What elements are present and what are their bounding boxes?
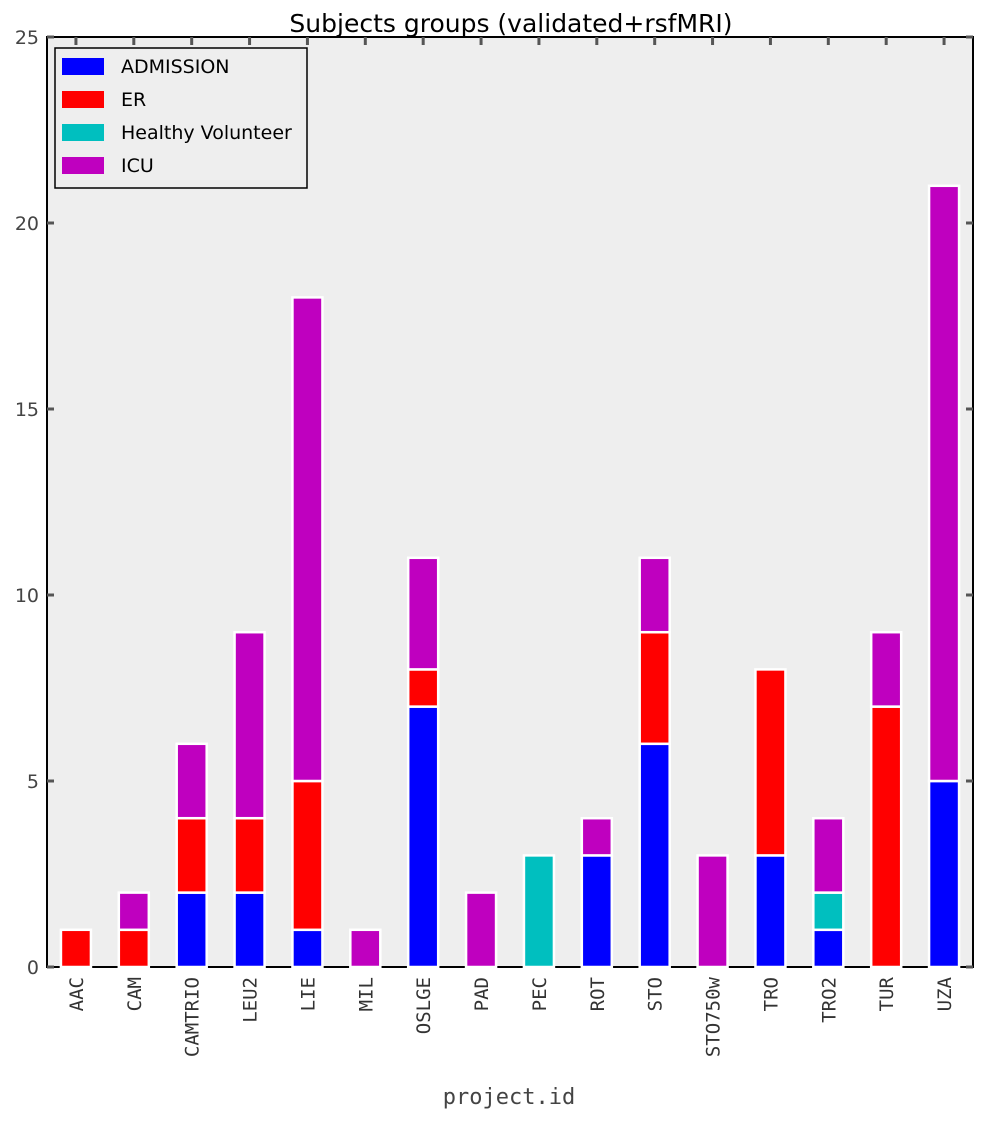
bar-segment: [638, 556, 671, 634]
legend-label: ICU: [121, 155, 154, 177]
chart-title: Subjects groups (validated+rsfMRI): [289, 9, 732, 38]
x-tick-label: STO: [645, 977, 667, 1011]
bar-segment: [406, 705, 440, 969]
legend-swatch: [62, 124, 104, 141]
legend-label: ER: [121, 89, 146, 111]
bar-segment: [117, 928, 151, 969]
y-tick-label: 5: [27, 771, 39, 793]
bar-segment: [233, 630, 266, 820]
bar-segment: [291, 779, 324, 932]
bar-segment: [812, 928, 845, 969]
y-tick-label: 25: [15, 27, 39, 49]
bar-segment: [580, 854, 614, 969]
x-tick-label: OSLGE: [413, 977, 435, 1034]
y-tick-label: 20: [15, 213, 39, 235]
bar-segment: [696, 854, 729, 969]
bar-segment: [812, 891, 845, 932]
bar-segment: [464, 891, 498, 969]
bar-segment: [754, 854, 787, 969]
bar-segment: [349, 928, 382, 969]
bar-segment: [406, 556, 440, 671]
x-tick-label: MIL: [355, 977, 377, 1011]
y-tick-label: 10: [15, 585, 39, 607]
x-tick-label: PEC: [529, 977, 551, 1011]
x-tick-label: CAM: [124, 977, 146, 1011]
bar-segment: [59, 928, 93, 969]
bar-segment: [233, 816, 266, 894]
bar-segment: [580, 816, 614, 857]
bar-segment: [812, 816, 845, 894]
bar-segment: [291, 928, 324, 969]
x-tick-label: LIE: [297, 977, 319, 1011]
bar-segment: [638, 742, 671, 969]
legend-swatch: [62, 58, 104, 75]
x-tick-label: AAC: [66, 977, 88, 1011]
bar-segment: [927, 184, 961, 783]
x-tick-label: UZA: [934, 976, 956, 1011]
bar-segment: [233, 891, 266, 969]
bar-segment: [406, 668, 440, 708]
y-tick-label: 0: [27, 957, 39, 979]
x-tick-label: STO750w: [703, 976, 725, 1057]
bar-segment: [175, 891, 208, 969]
bar-segment: [869, 630, 903, 708]
bar-segment: [522, 854, 556, 969]
x-tick-label: TUR: [876, 976, 898, 1011]
x-tick-label: LEU2: [240, 977, 262, 1023]
bar-segment: [175, 742, 208, 820]
x-tick-label: ROT: [587, 977, 609, 1011]
y-tick-label: 15: [15, 399, 39, 421]
bar-segment: [754, 668, 787, 857]
bar-segment: [638, 630, 671, 746]
x-tick-label: CAMTRIO: [182, 977, 204, 1057]
bar-segment: [869, 705, 903, 969]
bar-segment: [117, 891, 151, 932]
x-tick-label: PAD: [471, 977, 493, 1011]
legend-swatch: [62, 91, 104, 108]
x-axis-label: project.id: [443, 1085, 575, 1110]
legend-label: Healthy Volunteer: [121, 122, 292, 144]
x-axis: AAC CAM CAMTRIO LEU2 LIE MIL OSLGE PAD PEC ROT STO…: [66, 37, 956, 1057]
bar-segment: [927, 779, 961, 969]
bars: [59, 184, 961, 969]
bar-segment: [291, 296, 324, 783]
x-tick-label: TRO: [760, 977, 782, 1011]
bar-segment: [175, 816, 208, 894]
y-axis: 0 5 10 15 20 25: [15, 27, 973, 979]
legend-swatch: [62, 157, 104, 174]
x-tick-label: TRO2: [818, 977, 840, 1023]
legend-label: ADMISSION: [121, 56, 230, 78]
legend: ADMISSION ER Healthy Volunteer ICU: [54, 47, 308, 189]
